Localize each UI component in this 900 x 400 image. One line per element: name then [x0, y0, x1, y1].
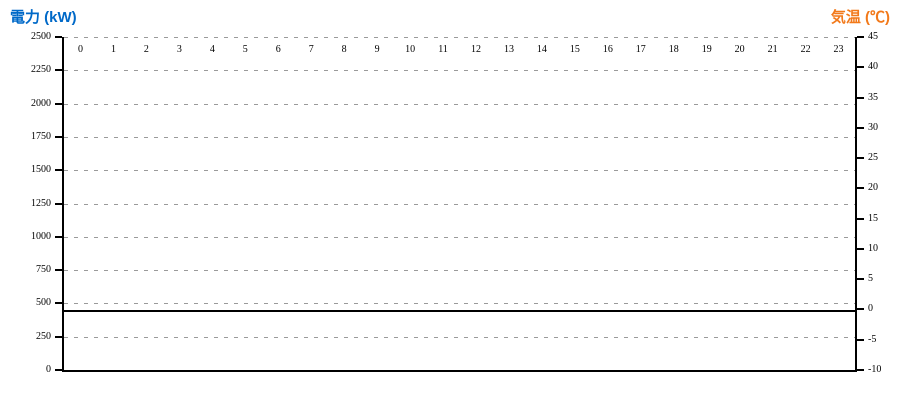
right-axis-tick — [857, 217, 864, 220]
right-axis-tick — [857, 278, 864, 281]
x-axis-tick-label: 7 — [308, 44, 314, 55]
right-axis-tick — [857, 247, 864, 250]
right-axis-tick-label: 20 — [868, 182, 878, 194]
gridline — [64, 203, 855, 205]
gridline — [64, 236, 855, 238]
left-axis-tick-label: 1750 — [31, 130, 51, 142]
chart-plot-area: 0 250 500 750 1000 1250 1500 1750 2000 2250 2500 -… — [31, 32, 881, 375]
x-axis-tick-label: 21 — [767, 44, 778, 55]
left-axis-tick — [55, 135, 62, 138]
gridline — [64, 336, 855, 338]
x-axis-tick-label: 17 — [635, 44, 646, 55]
right-axis-tick — [857, 308, 864, 311]
x-axis-tick-label: 13 — [503, 44, 514, 55]
left-axis-tick-label: 1250 — [31, 197, 51, 209]
left-axis-tick — [55, 102, 62, 105]
left-axis-tick-label: 2250 — [31, 64, 51, 76]
left-axis-tick — [55, 36, 62, 38]
x-axis-tick-label: 1 — [110, 44, 116, 55]
x-axis-spine — [62, 370, 857, 372]
right-axis-tick-label: -10 — [868, 364, 882, 375]
right-axis-tick — [857, 338, 864, 341]
right-axis-spine — [855, 37, 857, 370]
right-axis-tick-label: -5 — [868, 333, 877, 345]
gridline — [64, 270, 855, 272]
right-axis-tick — [857, 369, 864, 371]
left-axis-tick-label: 250 — [36, 330, 51, 342]
left-axis-tick — [55, 302, 62, 305]
right-axis-tick — [857, 66, 864, 69]
right-axis-tick-label: 15 — [868, 212, 878, 224]
gridline — [64, 136, 855, 138]
gridline — [64, 303, 855, 305]
x-axis-tick-label: 11 — [438, 44, 448, 55]
x-axis-tick-label: 19 — [701, 44, 712, 55]
right-axis-tick-label: 45 — [868, 31, 878, 42]
left-axis-tick — [55, 269, 62, 272]
left-axis-tick-label: 750 — [36, 264, 51, 276]
x-axis-tick-label: 9 — [374, 44, 380, 55]
left-axis-tick — [55, 369, 62, 371]
left-axis-title: 電力 (kW) — [10, 9, 77, 26]
right-axis-tick — [857, 36, 864, 38]
left-axis-tick — [55, 169, 62, 172]
x-axis-tick-label: 6 — [275, 44, 281, 55]
right-axis-tick — [857, 96, 864, 99]
x-axis-tick-label: 18 — [668, 44, 679, 55]
left-axis-tick — [55, 69, 62, 72]
right-axis-tick-label: 10 — [868, 242, 878, 254]
x-axis-tick-label: 22 — [800, 44, 811, 55]
x-axis-tick-label: 0 — [77, 44, 83, 55]
gridline — [64, 37, 855, 38]
right-axis-tick-label: 5 — [868, 273, 873, 285]
power-series-line — [64, 310, 855, 313]
x-axis-tick-label: 2 — [143, 44, 149, 55]
gridline — [64, 103, 855, 105]
right-axis-tick — [857, 126, 864, 129]
right-axis-tick-label: 0 — [868, 303, 873, 315]
left-axis-tick-label: 0 — [46, 364, 51, 375]
right-axis-title: 気温 (℃) — [830, 9, 890, 26]
right-axis-tick — [857, 157, 864, 160]
right-axis-tick-label: 25 — [868, 152, 878, 164]
x-axis-tick-label: 3 — [176, 44, 182, 55]
x-axis-tick-label: 23 — [833, 44, 844, 55]
x-axis-tick-label: 5 — [242, 44, 248, 55]
x-axis-tick-label: 15 — [569, 44, 580, 55]
left-axis-spine — [62, 37, 64, 370]
left-axis-tick-label: 500 — [36, 297, 51, 309]
x-axis-tick-label: 10 — [405, 44, 416, 55]
x-axis-tick-label: 8 — [341, 44, 347, 55]
x-axis-tick-label: 20 — [734, 44, 745, 55]
right-axis-tick-label: 35 — [868, 91, 878, 103]
left-axis-tick-label: 2000 — [31, 97, 51, 109]
left-axis-tick-label: 2500 — [31, 31, 51, 42]
right-axis-tick-label: 30 — [868, 121, 878, 133]
gridline — [64, 170, 855, 172]
left-axis-tick — [55, 335, 62, 338]
left-axis-tick-label: 1500 — [31, 164, 51, 176]
left-axis-tick-label: 1000 — [31, 230, 51, 242]
gridline — [64, 70, 855, 72]
left-axis-tick — [55, 202, 62, 205]
x-axis-tick-label: 14 — [536, 44, 547, 55]
x-axis-tick-label: 16 — [602, 44, 613, 55]
x-axis-tick-label: 4 — [209, 44, 215, 55]
x-axis-tick-label: 12 — [470, 44, 481, 55]
right-axis-tick — [857, 187, 864, 190]
left-axis-tick — [55, 235, 62, 238]
right-axis-tick-label: 40 — [868, 61, 878, 73]
